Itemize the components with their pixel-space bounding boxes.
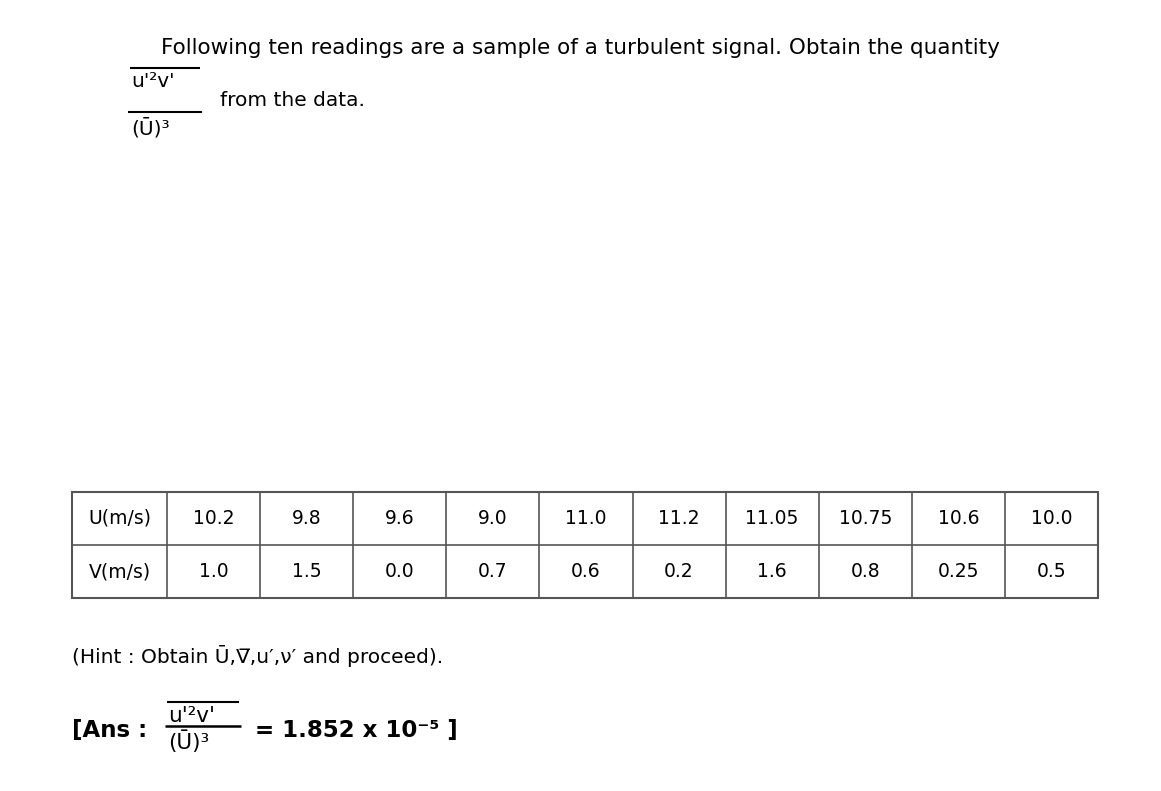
Text: 1.5: 1.5 xyxy=(291,562,322,581)
Text: 0.2: 0.2 xyxy=(664,562,694,581)
Text: 9.6: 9.6 xyxy=(385,509,414,528)
Text: 0.8: 0.8 xyxy=(851,562,880,581)
Text: 1.6: 1.6 xyxy=(757,562,787,581)
Text: = 1.852 x 10⁻⁵ ]: = 1.852 x 10⁻⁵ ] xyxy=(255,718,457,741)
Text: 0.0: 0.0 xyxy=(385,562,414,581)
Text: 10.75: 10.75 xyxy=(838,509,892,528)
Text: 10.0: 10.0 xyxy=(1031,509,1073,528)
Text: 10.2: 10.2 xyxy=(193,509,235,528)
Text: (Ū)³: (Ū)³ xyxy=(131,118,170,138)
Text: (Hint : Obtain Ū,V̅,u′,ν′ and proceed).: (Hint : Obtain Ū,V̅,u′,ν′ and proceed). xyxy=(72,645,444,667)
Text: (Ū)³: (Ū)³ xyxy=(168,730,209,752)
Text: 11.2: 11.2 xyxy=(658,509,700,528)
Text: V(m/s): V(m/s) xyxy=(88,562,151,581)
Text: 0.7: 0.7 xyxy=(478,562,507,581)
Text: [Ans :: [Ans : xyxy=(72,718,147,741)
Text: from the data.: from the data. xyxy=(219,90,365,109)
Text: 0.25: 0.25 xyxy=(938,562,979,581)
Text: 9.0: 9.0 xyxy=(478,509,507,528)
Text: u'²v': u'²v' xyxy=(131,72,174,91)
Bar xyxy=(72,492,1098,598)
Text: 9.8: 9.8 xyxy=(291,509,322,528)
Text: 11.0: 11.0 xyxy=(565,509,607,528)
Text: 10.6: 10.6 xyxy=(938,509,979,528)
Text: 11.05: 11.05 xyxy=(745,509,799,528)
Text: u'²v': u'²v' xyxy=(168,706,215,726)
Text: 0.6: 0.6 xyxy=(571,562,600,581)
Text: U(m/s): U(m/s) xyxy=(88,509,151,528)
Text: 0.5: 0.5 xyxy=(1037,562,1066,581)
Text: Following ten readings are a sample of a turbulent signal. Obtain the quantity: Following ten readings are a sample of a… xyxy=(161,38,1000,58)
Text: 1.0: 1.0 xyxy=(199,562,229,581)
